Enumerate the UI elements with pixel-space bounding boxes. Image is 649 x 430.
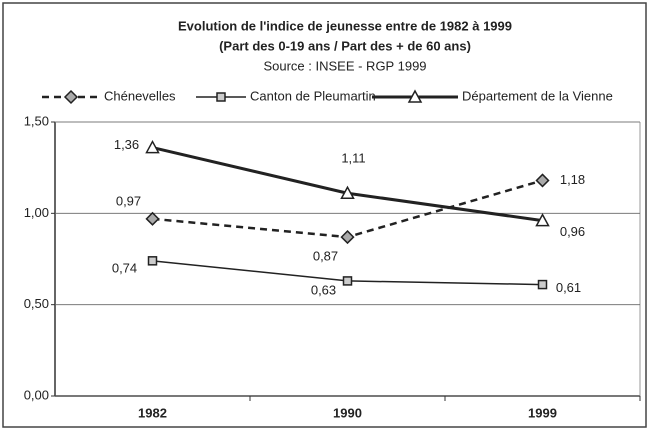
data-label: 1,36 xyxy=(114,137,139,152)
data-label: 0,61 xyxy=(556,280,581,295)
y-tick-label: 1,00 xyxy=(24,205,49,220)
marker xyxy=(145,140,160,154)
data-label: 0,63 xyxy=(311,282,336,297)
legend-label: Chénevelles xyxy=(104,88,176,103)
data-label: 1,18 xyxy=(560,172,585,187)
marker xyxy=(340,230,355,245)
legend-label: Canton de Pleumartin xyxy=(250,88,376,103)
legend-label: Département de la Vienne xyxy=(462,88,613,103)
y-tick-label: 0,00 xyxy=(24,387,49,402)
chart-source: Source : INSEE - RGP 1999 xyxy=(263,58,426,73)
x-tick-label: 1990 xyxy=(333,405,362,420)
data-label: 0,97 xyxy=(116,193,141,208)
data-label: 0,74 xyxy=(112,260,137,275)
marker xyxy=(340,185,355,199)
data-label: 1,11 xyxy=(341,151,365,166)
marker xyxy=(147,256,158,266)
data-label: 0,96 xyxy=(560,224,585,239)
marker xyxy=(216,92,226,102)
chart-subtitle: (Part des 0-19 ans / Part des + de 60 an… xyxy=(219,38,471,53)
y-tick-label: 0,50 xyxy=(24,296,49,311)
marker xyxy=(342,276,353,286)
data-label: 0,87 xyxy=(313,249,338,264)
marker xyxy=(535,213,550,227)
marker xyxy=(535,173,550,188)
x-tick-label: 1999 xyxy=(528,405,557,420)
marker xyxy=(407,89,423,103)
marker xyxy=(63,89,79,105)
marker xyxy=(145,211,160,226)
marker xyxy=(537,279,548,290)
chart-title: Evolution de l'indice de jeunesse entre … xyxy=(178,18,512,33)
y-tick-label: 1,50 xyxy=(24,113,49,128)
x-tick-label: 1982 xyxy=(138,405,167,420)
